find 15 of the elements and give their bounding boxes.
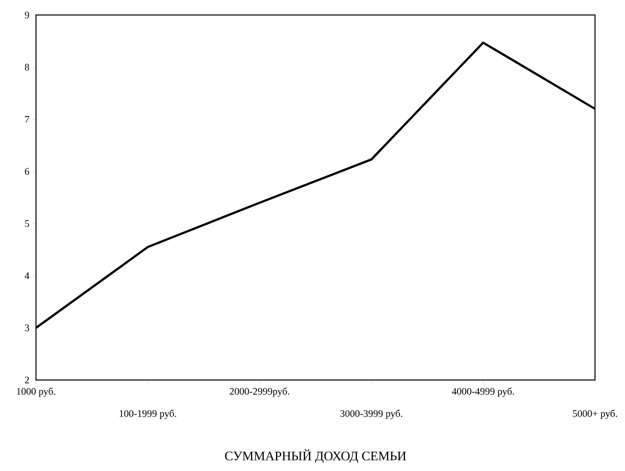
y-tick-label: 4 [24,272,30,279]
y-tick-label: 5 [25,220,30,227]
x-tick-label: 1000 руб. [17,388,56,397]
x-tick-label: 2000-2999руб. [230,388,290,397]
x-tick-label: 100-1999 руб. [120,410,176,419]
y-tick-label: 8 [24,64,30,70]
x-axis-title: СУММАРНЫЙ ДОХОД СЕМЬИ [225,449,406,463]
y-tick-label: 7 [25,116,30,123]
y-tick-label: 3 [24,324,30,332]
x-tick-label: 3000-3999 руб. [340,410,402,419]
y-tick-label: 2 [24,376,29,384]
y-tick-label: 9 [24,12,30,18]
x-tick-label: 5000+ руб. [572,410,617,419]
x-tick-label: 4000-4999 руб. [452,388,514,397]
y-tick-label: 6 [24,168,30,175]
